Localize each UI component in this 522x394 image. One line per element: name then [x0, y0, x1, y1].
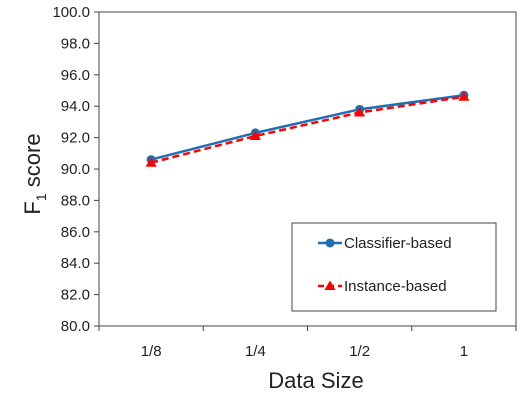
y-tick-label: 92.0 — [61, 130, 90, 147]
legend-label-instance: Instance-based — [344, 278, 447, 295]
data-point-instance — [249, 130, 261, 141]
y-axis-title-tail: score — [20, 133, 45, 193]
y-axis-title-main: F — [20, 201, 45, 214]
legend-box — [291, 222, 497, 312]
data-point-instance — [145, 157, 157, 167]
y-tick-label: 88.0 — [61, 192, 90, 209]
y-tick-label: 82.0 — [61, 287, 90, 304]
legend-marker-classifier — [325, 238, 335, 248]
y-axis-title-subscript: 1 — [33, 193, 49, 201]
legend-label-classifier: Classifier-based — [344, 235, 452, 252]
y-tick-label: 94.0 — [61, 98, 90, 115]
x-tick-label: 1/8 — [141, 343, 162, 360]
y-tick-label: 84.0 — [61, 255, 90, 272]
x-axis-title: Data Size — [268, 368, 363, 393]
y-tick-label: 96.0 — [61, 67, 90, 84]
legend-marker-instance — [324, 280, 336, 290]
x-tick-label: 1/2 — [349, 343, 370, 360]
y-tick-label: 100.0 — [52, 4, 90, 21]
legend: Classifier-based Instance-based — [291, 222, 497, 312]
y-tick-label: 98.0 — [61, 35, 90, 52]
x-tick-label: 1 — [460, 343, 468, 360]
y-axis-title: F1 score — [20, 133, 49, 214]
series-line-instance — [150, 95, 465, 164]
series-line-classifier — [150, 93, 465, 161]
y-tick-label: 90.0 — [61, 161, 90, 178]
y-tick-label: 80.0 — [61, 318, 90, 335]
x-axis-ticks: 1/8 1/4 1/2 1 — [98, 326, 517, 360]
y-axis-ticks: 80.0 82.0 84.0 86.0 88.0 90.0 92.0 94.0 96.0 98.0… — [52, 4, 99, 335]
y-tick-label: 86.0 — [61, 224, 90, 241]
data-point-instance — [354, 106, 366, 117]
data-point-instance — [458, 91, 470, 101]
series-layer — [145, 90, 470, 167]
x-tick-label: 1/4 — [245, 343, 266, 360]
